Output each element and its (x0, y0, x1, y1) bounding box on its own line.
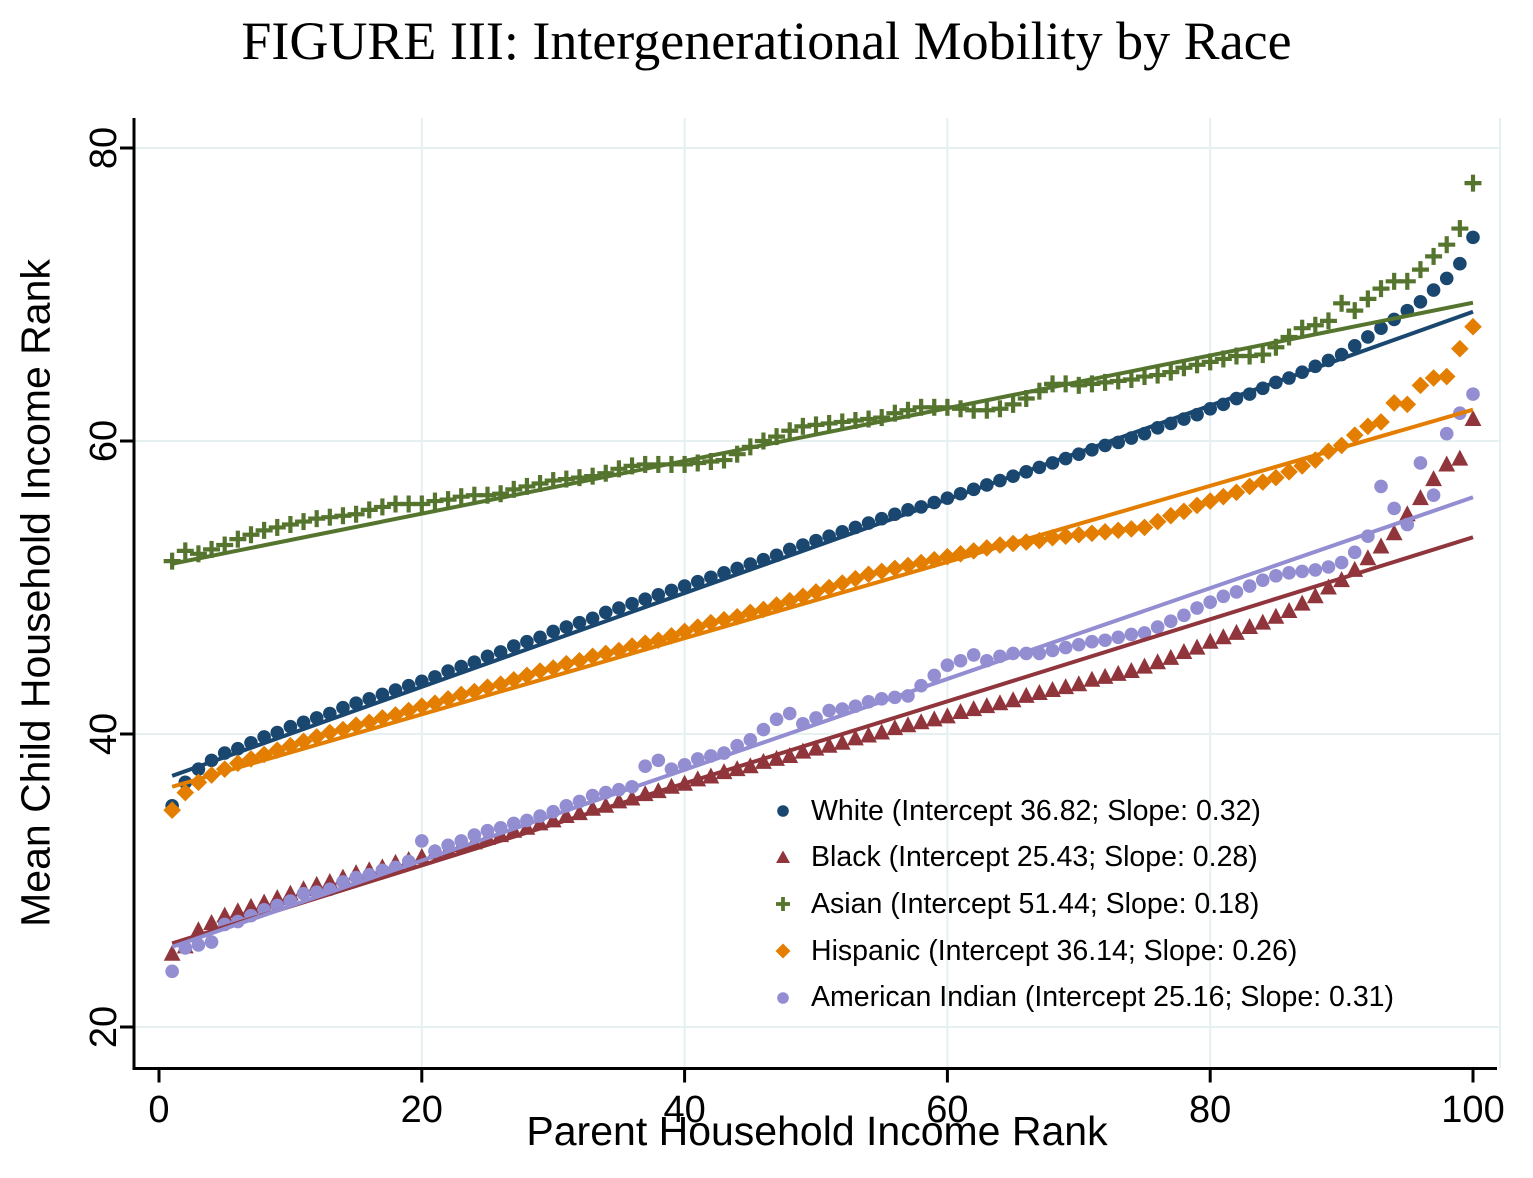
american-indian-series-marker-icon (768, 983, 798, 1013)
black-series-marker-icon (768, 843, 798, 873)
y-tick-label: 40 (83, 713, 125, 755)
x-tick-label: 20 (401, 1089, 443, 1131)
hispanic-series-marker-icon (768, 936, 798, 966)
y-tick-label: 80 (83, 127, 125, 169)
y-axis-title: Mean Child Household Income Rank (12, 259, 59, 927)
legend-label-hispanic: Hispanic (Intercept 36.14; Slope: 0.26) (811, 934, 1298, 967)
series-asian (163, 174, 1482, 570)
y-tick-label: 60 (83, 420, 125, 462)
asian-series-marker-icon (768, 889, 798, 919)
fit-line-white (171, 309, 1474, 778)
tick-labels: 0 20 40 60 80 100 20 40 60 80 (83, 127, 1505, 1131)
legend-item-white: White (Intercept 36.82; Slope: 0.32) (768, 788, 1394, 835)
legend-label-white: White (Intercept 36.82; Slope: 0.32) (811, 794, 1261, 827)
fit-line-black (171, 535, 1474, 946)
legend: White (Intercept 36.82; Slope: 0.32) Bla… (768, 788, 1394, 1021)
fit-line-hispanic (171, 407, 1474, 789)
x-tick-label: 80 (1189, 1089, 1231, 1131)
y-tick-label: 20 (83, 1006, 125, 1048)
legend-item-asian: Asian (Intercept 51.44; Slope: 0.18) (768, 881, 1394, 928)
x-tick-label: 40 (663, 1089, 705, 1131)
legend-item-black: Black (Intercept 25.43; Slope: 0.28) (768, 835, 1394, 882)
figure-title: FIGURE III: Intergenerational Mobility b… (241, 11, 1292, 71)
legend-label-black: Black (Intercept 25.43; Slope: 0.28) (811, 841, 1258, 874)
x-axis-title: Parent Household Income Rank (526, 1108, 1108, 1154)
x-tick-label: 0 (148, 1089, 169, 1131)
legend-item-american-indian: American Indian (Intercept 25.16; Slope:… (768, 974, 1394, 1021)
fit-line-american-indian (171, 495, 1474, 949)
x-tick-label: 60 (926, 1089, 968, 1131)
legend-label-american-indian: American Indian (Intercept 25.16; Slope:… (811, 981, 1395, 1014)
x-tick-label: 100 (1441, 1089, 1504, 1131)
white-series-marker-icon (768, 796, 798, 826)
axes (120, 118, 1497, 1083)
legend-item-hispanic: Hispanic (Intercept 36.14; Slope: 0.26) (768, 928, 1394, 975)
fit-line-asian (171, 300, 1474, 566)
legend-label-asian: Asian (Intercept 51.44; Slope: 0.18) (811, 887, 1260, 920)
